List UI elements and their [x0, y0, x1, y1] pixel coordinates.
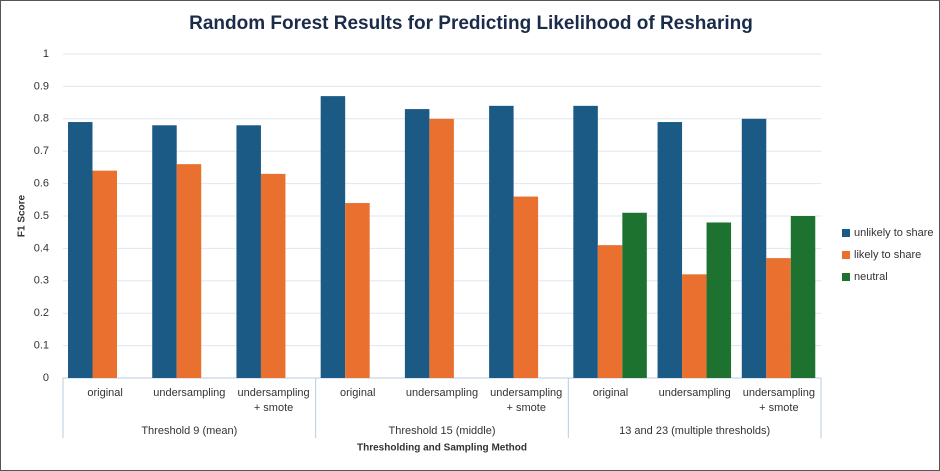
bar — [706, 222, 732, 378]
bar — [573, 105, 598, 378]
bar — [682, 274, 707, 378]
bar — [236, 125, 261, 378]
bar — [657, 122, 683, 378]
y-tick-label: 0.9 — [34, 80, 49, 92]
legend-swatch — [842, 229, 850, 237]
x-tick-label: undersampling — [405, 387, 479, 399]
x-tick-label: original — [592, 387, 629, 399]
x-tick-label: original — [87, 387, 123, 399]
bar — [320, 96, 346, 379]
bar — [489, 105, 514, 378]
y-tick-label: 0.6 — [34, 178, 49, 190]
x-axis-title: Thresholding and Sampling Method — [357, 443, 527, 454]
group-label: Threshold 9 (mean) — [141, 425, 237, 437]
x-tick-label: original — [340, 387, 376, 399]
bar — [622, 212, 647, 378]
y-tick-label: 0.3 — [34, 275, 49, 287]
x-tick-label: undersampling + smote — [742, 387, 815, 414]
bar — [597, 245, 623, 378]
bar — [790, 216, 816, 378]
bar — [68, 122, 93, 378]
bar — [513, 196, 539, 378]
legend-swatch — [842, 251, 850, 259]
bar — [766, 258, 791, 378]
group-label: Threshold 15 (middle) — [389, 425, 496, 437]
x-tick-label: undersampling + smote — [490, 387, 563, 414]
y-tick-label: 0 — [43, 372, 49, 384]
bar — [429, 118, 454, 379]
y-tick-label: 0.1 — [34, 340, 49, 352]
legend-label: neutral — [854, 271, 888, 283]
chart-title: Random Forest Results for Predicting Lik… — [189, 13, 753, 34]
bar — [152, 125, 177, 378]
bar — [176, 164, 202, 378]
y-tick-label: 0.2 — [34, 307, 49, 319]
y-axis-title: F1 Score — [17, 194, 28, 237]
bar — [404, 109, 430, 378]
legend-swatch — [842, 273, 850, 281]
y-tick-label: 0.5 — [34, 210, 49, 222]
x-tick-label: undersampling — [658, 387, 731, 399]
y-tick-label: 0.8 — [34, 113, 49, 125]
group-label: 13 and 23 (multiple thresholds) — [619, 425, 770, 437]
x-tick-label: undersampling + smote — [237, 387, 310, 414]
legend-label: unlikely to share — [854, 227, 934, 239]
y-tick-label: 0.7 — [34, 145, 49, 157]
bar — [260, 173, 286, 378]
x-tick-label: undersampling — [153, 387, 226, 399]
y-tick-label: 1 — [43, 48, 49, 60]
legend-label: likely to share — [854, 249, 921, 261]
bar — [92, 170, 117, 378]
y-tick-label: 0.4 — [34, 242, 49, 254]
bar — [741, 118, 767, 379]
bar — [345, 203, 370, 378]
